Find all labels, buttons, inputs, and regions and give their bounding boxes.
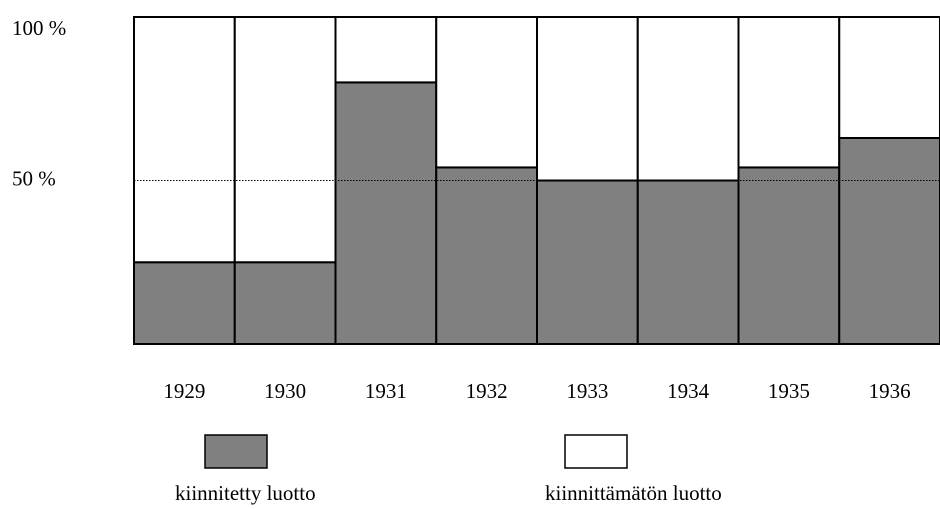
x-tick-label: 1934	[667, 379, 710, 403]
legend-label: kiinnitetty luotto	[175, 481, 316, 505]
x-tick-label: 1933	[566, 379, 608, 403]
legend-label: kiinnittämätön luotto	[545, 481, 722, 505]
bar-segment	[435, 16, 538, 169]
bar-segment	[233, 16, 337, 264]
bar-segment	[737, 16, 841, 169]
bar-segment	[133, 261, 236, 345]
bar-segment	[133, 16, 236, 264]
x-tick-label: 1935	[768, 379, 810, 403]
y-tick-label: 100 %	[12, 16, 66, 40]
bar-segment	[636, 179, 740, 345]
bar-segment	[536, 179, 639, 345]
x-tick-label: 1932	[466, 379, 508, 403]
bar-segment	[838, 16, 940, 139]
legend-swatch	[204, 434, 268, 469]
bar-segment	[636, 16, 740, 182]
legend-swatch	[564, 434, 628, 469]
bar-segment	[838, 136, 940, 345]
x-tick-label: 1936	[869, 379, 911, 403]
bar-segment	[233, 261, 337, 345]
bar-segment	[536, 16, 639, 182]
bar-segment	[435, 166, 538, 345]
y-tick-label: 50 %	[12, 166, 56, 190]
bar-segment	[334, 16, 438, 84]
x-tick-label: 1931	[365, 379, 407, 403]
x-tick-label: 1930	[264, 379, 306, 403]
bar-segment	[334, 81, 438, 346]
x-tick-label: 1929	[163, 379, 205, 403]
bar-segment	[737, 166, 841, 345]
